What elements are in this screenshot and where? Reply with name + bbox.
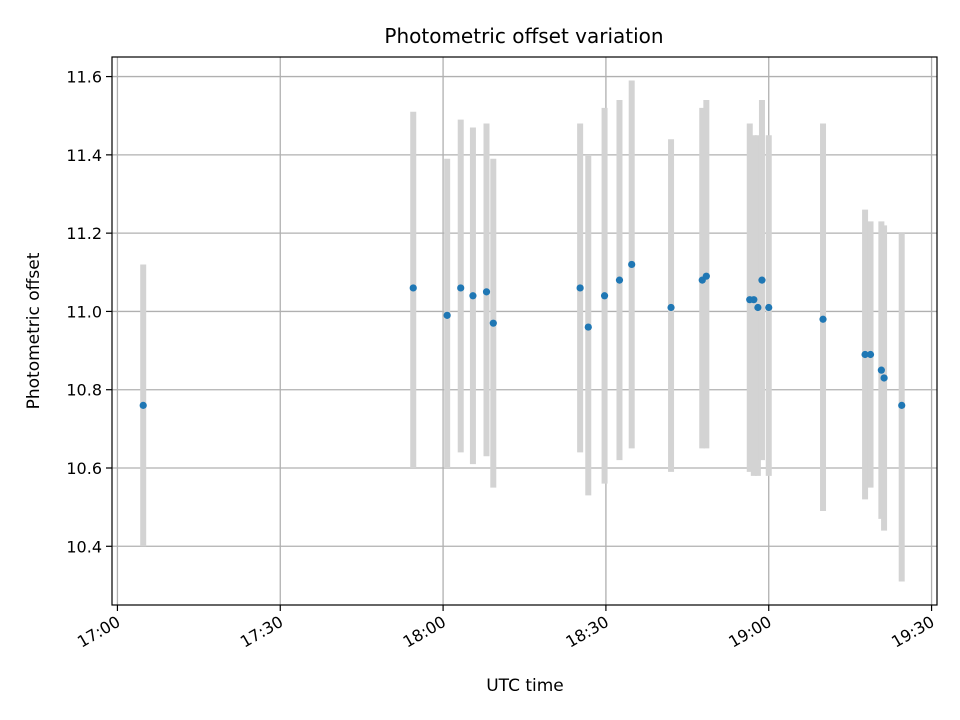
data-point [628, 260, 636, 269]
data-point [457, 284, 465, 292]
y-tick-label: 11.4 [66, 146, 102, 165]
data-point [409, 284, 417, 292]
y-tick-label: 11.2 [66, 224, 102, 243]
data-points [139, 260, 906, 409]
data-point [600, 292, 609, 300]
data-point [667, 303, 675, 312]
data-point [489, 319, 497, 327]
y-axis-title: Photometric offset [24, 252, 44, 409]
data-point [702, 272, 710, 280]
data-point [861, 350, 869, 359]
chart-title: Photometric offset variation [384, 24, 663, 48]
x-axis-title: UTC time [486, 676, 564, 696]
data-point [584, 323, 592, 331]
plot-frame [111, 56, 938, 606]
y-tick-label: 10.6 [66, 459, 102, 478]
data-point [482, 288, 491, 296]
y-tick-label: 11.0 [66, 302, 102, 321]
data-point [469, 292, 477, 300]
data-point [139, 401, 147, 409]
data-point [898, 401, 906, 409]
data-point [615, 276, 624, 284]
y-axis: 10.4 10.6 10.8 11.0 11.2 11.4 11.6 [66, 68, 112, 556]
data-point [443, 311, 451, 319]
data-point [866, 350, 875, 359]
y-tick-label: 11.6 [66, 68, 102, 87]
y-tick-label: 10.4 [66, 537, 102, 556]
grid [112, 57, 937, 605]
data-point [576, 284, 584, 292]
y-tick-label: 10.8 [66, 381, 102, 400]
data-point [877, 366, 885, 374]
data-point [765, 303, 773, 312]
data-point [750, 296, 758, 304]
data-point [758, 276, 766, 284]
data-point [819, 315, 827, 323]
data-point [880, 374, 888, 382]
data-point [754, 303, 762, 312]
